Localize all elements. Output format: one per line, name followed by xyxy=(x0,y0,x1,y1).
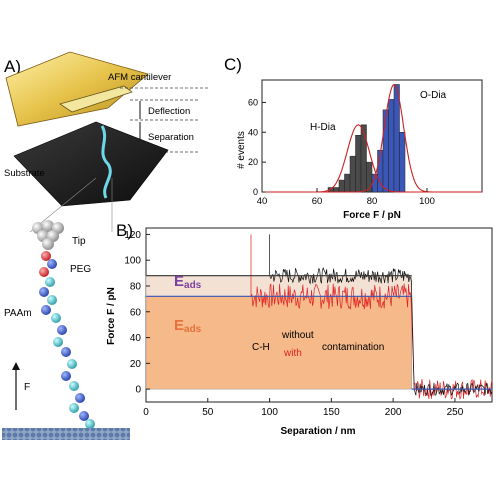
chart-b-ytick-label: 120 xyxy=(124,230,141,241)
separation-caption: Separation xyxy=(148,132,194,143)
h-dia-bar xyxy=(355,135,362,193)
h-dia-bar xyxy=(338,179,345,193)
paam-caption: PAAm xyxy=(4,308,32,319)
eads-without-label: Eads xyxy=(174,273,202,291)
h-dia-bar xyxy=(333,187,340,193)
force-arrow-head xyxy=(12,362,20,370)
chart-b-xtick-label: 100 xyxy=(261,407,278,418)
force-trace-without xyxy=(269,234,493,397)
eads-with-region xyxy=(145,296,412,390)
chart-c-xlabel: Force F / pN xyxy=(343,210,401,221)
chart-c-ytick-label: 0 xyxy=(253,187,258,197)
chart-c-ylabel: # events xyxy=(236,131,247,169)
h-dia-bar xyxy=(344,173,351,193)
h-dia-bar xyxy=(349,155,356,193)
h-dia-label: H-Dia xyxy=(310,122,336,133)
panel-b: B) 0 50 100 150 200 250 0 20 40 60 80 100 120 Eads E… xyxy=(106,221,493,437)
ch-label: C-H xyxy=(252,342,270,353)
polymer-strand-small xyxy=(100,125,112,199)
deflection-caption: Deflection xyxy=(148,106,190,117)
h-dia-bar xyxy=(360,124,367,193)
chart-b-ytick-label: 0 xyxy=(135,385,141,396)
panel-b-label: B) xyxy=(116,221,133,240)
cantilever-beam xyxy=(59,85,133,113)
o-dia-bar xyxy=(393,84,400,193)
eads-without-sub: ads xyxy=(184,280,202,291)
with-label: with xyxy=(283,348,302,359)
panel-c: C) 40 60 80 100 0 20 40 60 H-Dia O-Dia # events… xyxy=(224,55,483,221)
eads-with-sub: ads xyxy=(184,324,202,335)
chart-b-xtick-label: 250 xyxy=(447,407,464,418)
chart-b-ytick-label: 80 xyxy=(130,282,142,293)
chart-c-ytick-label: 60 xyxy=(248,97,258,107)
contamination-label: contamination xyxy=(322,342,384,353)
chart-c-xtick-label: 80 xyxy=(367,196,378,207)
eads-with-main: E xyxy=(174,317,184,334)
chart-b-xtick-label: 200 xyxy=(385,407,402,418)
cantilever-caption: AFM cantilever xyxy=(108,72,171,83)
chart-b-xtick-label: 0 xyxy=(143,407,149,418)
without-label: without xyxy=(281,330,314,341)
chart-b-ylabel: Force F / pN xyxy=(106,287,117,345)
panel-a-label: A) xyxy=(4,57,21,76)
chart-c-xtick-label: 60 xyxy=(312,196,323,207)
chart-b-xtick-label: 150 xyxy=(323,407,340,418)
chart-b-ytick-label: 60 xyxy=(130,307,142,318)
chart-b-xtick-label: 50 xyxy=(202,407,214,418)
chart-b-xlabel: Separation / nm xyxy=(280,426,355,437)
eads-with-label: Eads xyxy=(174,317,202,335)
o-dia-fit-curve xyxy=(262,83,482,193)
panel-c-label: C) xyxy=(224,55,242,74)
eads-without-main: E xyxy=(174,273,184,290)
o-dia-label: O-Dia xyxy=(420,90,447,101)
panel-a: A) AFM cantilever Deflection Separation … xyxy=(2,51,210,440)
o-dia-bar xyxy=(388,99,395,193)
chart-c-xtick-label: 100 xyxy=(419,196,435,207)
chart-b-ytick-label: 40 xyxy=(130,333,142,344)
substrate-caption: Substrate xyxy=(4,168,45,179)
chart-c-ytick-label: 20 xyxy=(248,157,258,167)
tip-caption: Tip xyxy=(72,236,86,247)
chart-c-ytick-label: 40 xyxy=(248,127,258,137)
substrate-slab xyxy=(13,121,169,207)
chart-b-ytick-label: 20 xyxy=(130,359,142,370)
gold-surface xyxy=(2,428,130,440)
chart-b-ytick-label: 100 xyxy=(124,256,141,267)
o-dia-bar xyxy=(399,132,406,193)
chart-c-xtick-label: 40 xyxy=(257,196,268,207)
peg-caption: PEG xyxy=(70,264,91,275)
molecular-model xyxy=(32,220,95,429)
o-dia-bar xyxy=(382,109,389,193)
force-arrow-label: F xyxy=(24,382,30,393)
force-trace-with xyxy=(250,234,493,401)
